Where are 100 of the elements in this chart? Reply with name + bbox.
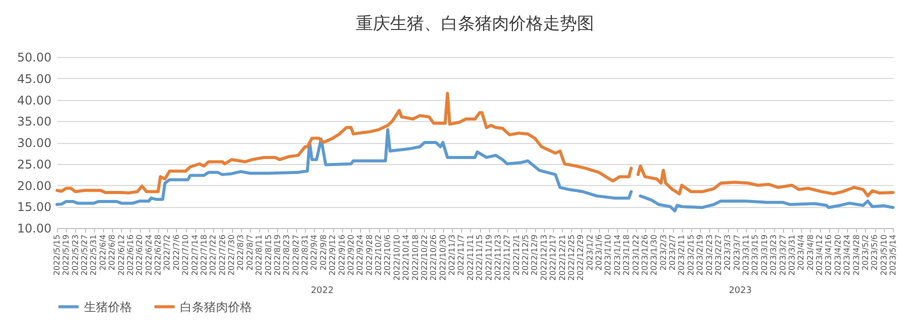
x-tick-label: 2022/12/25 [566, 234, 576, 281]
x-tick-label: 2022/9/28 [364, 234, 374, 276]
x-tick-label: 2022/7/14 [190, 234, 200, 276]
x-tick-label: 2022/9/8 [318, 234, 328, 270]
x-tick-label: 2022/9/4 [310, 234, 319, 270]
x-tick-label: 2023/3/23 [769, 234, 778, 276]
y-tick-label: 50.00 [17, 50, 52, 64]
x-tick-label: 2022/9/20 [346, 234, 356, 276]
y-tick-label: 25.00 [17, 157, 52, 172]
x-tick-label: 2022/11/11 [466, 234, 475, 281]
x-tick-label: 2022/5/19 [62, 234, 71, 276]
x-tick-label: 2022/12/9 [530, 234, 540, 276]
x-tick-label: 2022/9/12 [328, 234, 338, 276]
x-tick-label: 2022/5/23 [70, 234, 80, 276]
x-tick-label: 2022/6/16 [126, 234, 135, 276]
x-tick-label: 2023/1/10 [604, 234, 613, 276]
x-tick-label: 2022/10/2 [374, 234, 384, 276]
x-tick-label: 2023/1/22 [631, 234, 640, 276]
x-tick-label: 2023/1/6 [594, 234, 604, 270]
x-tick-label: 2023/3/27 [778, 234, 788, 276]
x-tick-label: 2022/11/19 [484, 234, 494, 281]
x-tick-label: 2022/7/18 [199, 234, 208, 276]
x-tick-label: 2023/2/3 [658, 234, 668, 270]
x-tick-label: 2022/9/24 [356, 234, 365, 276]
x-tick-label: 2022/6/4 [98, 234, 108, 270]
x-tick-label: 2023/5/6 [870, 234, 880, 270]
x-tick-label: 2023/1/18 [622, 234, 632, 276]
x-tick-label: 2022/10/26 [429, 234, 438, 281]
x-tick-label: 2022/11/7 [456, 234, 466, 276]
x-tick-label: 2022/6/8 [108, 234, 117, 270]
x-tick-label: 2023/2/27 [714, 234, 723, 276]
x-tick-label: 2023/3/15 [750, 234, 760, 276]
x-tick-label: 2023/4/12 [815, 234, 824, 276]
x-tick-label: 2023/3/11 [742, 234, 751, 276]
x-tick-label: 2022/7/6 [172, 234, 181, 270]
x-tick-label: 2022/8/15 [264, 234, 273, 276]
y-tick-label: 10.00 [17, 222, 52, 236]
x-tick-label: 2023/3/7 [732, 234, 742, 270]
y-tick-label: 20.00 [17, 178, 52, 193]
x-tick-label: 2022/5/15 [52, 234, 62, 276]
x-tick-label: 2022/6/12 [116, 234, 126, 276]
x-tick-label: 2022/12/29 [576, 234, 586, 281]
x-tick-label: 2022/8/3 [236, 234, 246, 270]
text: 2022 [310, 286, 334, 296]
x-tick-label: 2022/9/16 [337, 234, 346, 276]
x-tick-label: 2022/5/27 [80, 234, 90, 276]
x-tick-label: 2023/4/4 [796, 234, 806, 270]
x-tick-label: 2022/10/22 [420, 234, 429, 281]
legend-label: 白条猪肉价格 [180, 300, 252, 314]
x-tick-label: 2022/6/28 [154, 234, 163, 276]
x-tick-label: 2022/7/22 [208, 234, 218, 276]
x-tick-label: 2023/5/14 [888, 234, 898, 276]
y-tick-label: 15.00 [17, 200, 52, 214]
x-tick-label: 2022/8/11 [254, 234, 264, 276]
x-tick-label: 2022/11/27 [502, 234, 512, 281]
x-tick-label: 2023/4/8 [806, 234, 815, 270]
x-tick-label: 2022/10/6 [383, 234, 392, 276]
x-tick-label: 2023/1/30 [650, 234, 659, 276]
x-tick-label: 2022/8/27 [291, 234, 300, 276]
x-tick-label: 2022/12/21 [558, 234, 567, 281]
x-tick-label: 2022/12/1 [512, 234, 521, 276]
x-tick-label: 2023/2/23 [704, 234, 714, 276]
x-tick-label: 2022/12/5 [521, 234, 530, 276]
x-tick-label: 2023/4/28 [852, 234, 861, 276]
x-tick-label: 2023/2/19 [696, 234, 705, 276]
x-tick-label: 2023/4/16 [824, 234, 834, 276]
x-tick-label: 2022/11/3 [448, 234, 457, 276]
y-tick-label: 40.00 [17, 93, 52, 108]
x-tick-label: 2023/4/24 [842, 234, 852, 276]
x-tick-label: 2022/7/26 [218, 234, 227, 276]
x-tick-label: 2022/10/30 [438, 234, 448, 281]
x-tick-label: 2023/1/26 [640, 234, 650, 276]
x-tick-label: 2023/3/3 [723, 234, 732, 270]
x-tick-label: 2022/6/24 [144, 234, 154, 276]
x-tick-label: 2023/5/2 [860, 234, 870, 270]
x-tick-label: 2023/3/31 [787, 234, 796, 276]
x-tick-label: 2022/5/31 [89, 234, 98, 276]
x-tick-label: 2022/12/17 [548, 234, 558, 281]
x-tick-label: 2023/1/14 [612, 234, 622, 276]
x-tick-label: 2022/7/30 [227, 234, 236, 276]
x-tick-label: 2022/11/15 [475, 234, 484, 281]
x-tick-label: 2022/7/10 [181, 234, 190, 276]
chart-title: 重庆生猪、白条猪肉价格走势图 [356, 14, 594, 34]
x-tick-label: 2022/6/20 [135, 234, 144, 276]
x-tick-label: 2022/11/23 [493, 234, 502, 281]
legend-label: 生猪价格 [84, 300, 132, 314]
x-tick-label: 2022/7/2 [162, 234, 172, 270]
x-tick-label: 2022/8/31 [300, 234, 310, 276]
x-tick-label: 2023/4/20 [833, 234, 842, 276]
y-tick-label: 30.00 [17, 136, 52, 150]
x-tick-label: 2022/8/23 [282, 234, 292, 276]
y-tick-label: 35.00 [17, 114, 52, 129]
x-tick-label: 2023/2/7 [668, 234, 678, 270]
x-tick-label: 2022/10/18 [410, 234, 420, 281]
text: 2023 [728, 286, 752, 296]
x-tick-label: 2023/1/2 [585, 234, 594, 270]
x-tick-label: 2022/8/19 [272, 234, 282, 276]
x-tick-label: 2022/12/13 [539, 234, 548, 281]
x-tick-label: 2022/10/14 [402, 234, 411, 281]
x-tick-label: 2023/2/15 [686, 234, 696, 276]
